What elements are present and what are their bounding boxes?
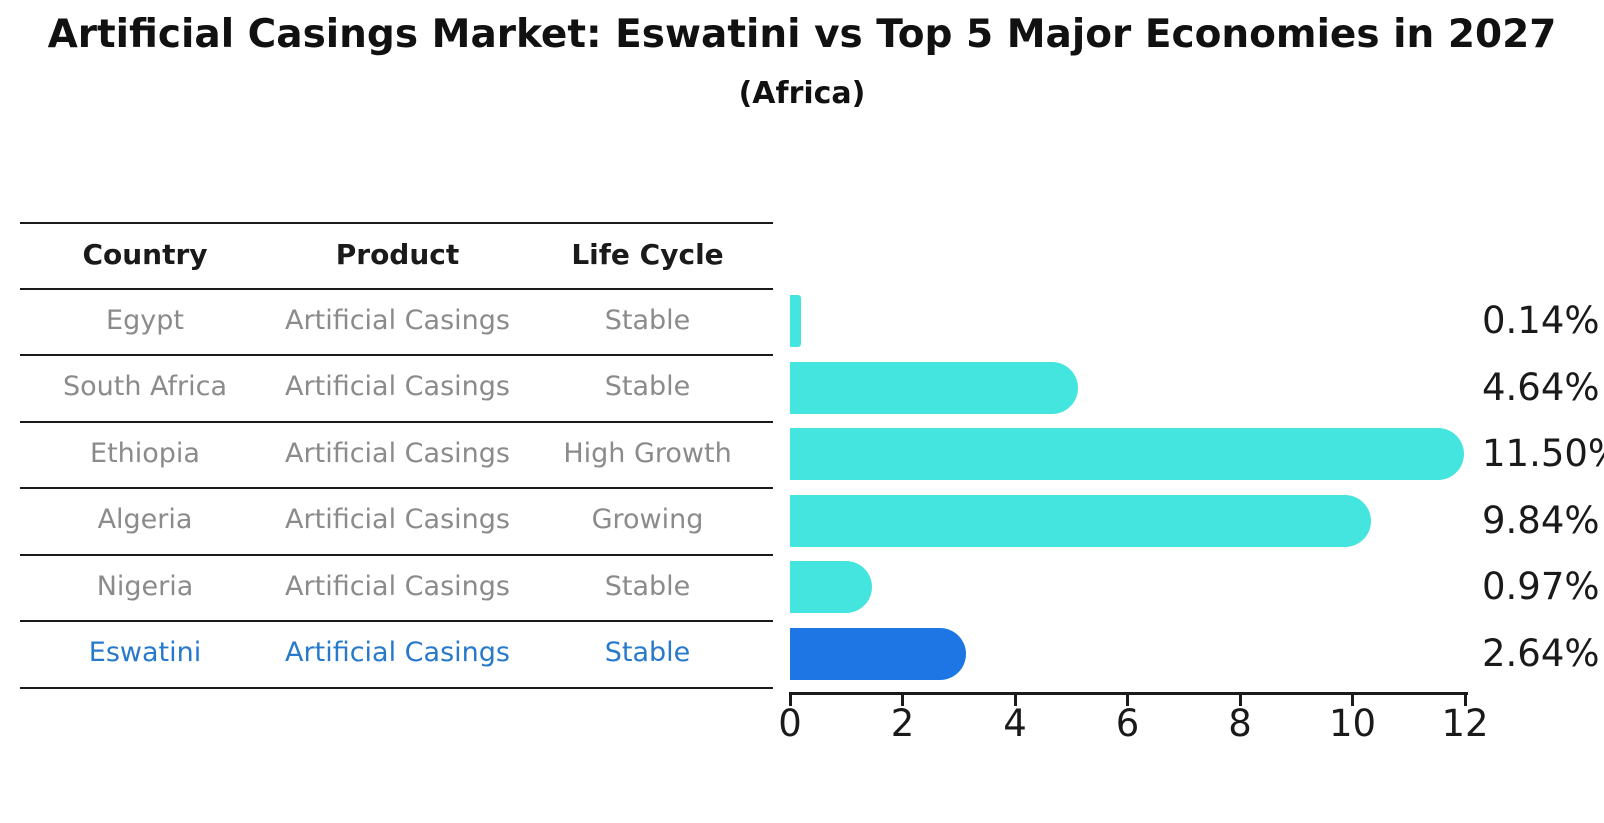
value-label: 2.64%: [1482, 631, 1600, 675]
cell-product: Artificial Casings: [285, 637, 510, 668]
x-axis-tick-label: 10: [1328, 702, 1377, 745]
value-label: 0.97%: [1482, 565, 1600, 608]
table-divider: [20, 288, 773, 290]
bar-eswatini: [790, 627, 966, 680]
cell-life-cycle: Stable: [604, 571, 691, 602]
x-axis-tick: [1351, 695, 1354, 706]
table-row-eswatini: Eswatini Artificial Casings Stable: [20, 627, 770, 679]
value-label: 9.84%: [1482, 498, 1600, 542]
x-axis-tick-label: 6: [1115, 702, 1140, 745]
table-row-south-africa: South Africa Artificial Casings Stable: [20, 361, 770, 413]
column-header-product: Product: [335, 238, 460, 271]
x-axis-tick: [1238, 695, 1242, 706]
cell-product: Artificial Casings: [285, 504, 510, 535]
x-axis-tick: [901, 695, 904, 706]
x-axis-tick-label: 12: [1441, 702, 1489, 745]
table-row-egypt: Egypt Artificial Casings Stable: [20, 295, 770, 347]
bar-ethiopia: [790, 428, 1464, 480]
cell-product: Artificial Casings: [285, 305, 510, 336]
bar-nigeria: [790, 561, 872, 613]
table-row-nigeria: Nigeria Artificial Casings Stable: [20, 561, 770, 613]
x-axis-tick-label: 0: [778, 702, 802, 745]
chart-title: Artificial Casings Market: Eswatini vs T…: [47, 12, 1557, 57]
cell-product: Artificial Casings: [285, 438, 510, 469]
table-divider: [20, 620, 773, 622]
table-divider: [20, 487, 773, 489]
chart-subtitle: (Africa): [738, 76, 866, 111]
x-axis-tick: [1463, 695, 1467, 706]
column-header-life-cycle: Life Cycle: [571, 238, 724, 271]
cell-life-cycle: Growing: [591, 504, 704, 535]
bar-egypt: [790, 295, 801, 347]
x-axis-tick-label: 2: [890, 702, 915, 745]
x-axis-tick-label: 4: [1003, 702, 1027, 745]
value-label: 0.14%: [1482, 299, 1600, 342]
x-axis-line: [789, 692, 1468, 695]
cell-life-cycle: Stable: [604, 305, 691, 336]
cell-country: Ethiopia: [90, 438, 200, 469]
column-header-country: Country: [82, 238, 208, 271]
cell-life-cycle: Stable: [604, 371, 691, 402]
table-divider: [20, 354, 773, 356]
cell-country: Eswatini: [88, 637, 202, 668]
value-label: 4.64%: [1482, 365, 1600, 409]
table-header-row: Country Product Life Cycle: [20, 229, 770, 281]
bar-south-africa: [790, 361, 1078, 414]
cell-country: Algeria: [97, 504, 193, 535]
cell-country: Egypt: [106, 305, 184, 336]
table-divider: [20, 222, 773, 224]
cell-product: Artificial Casings: [285, 571, 510, 602]
x-axis-tick-label: 8: [1228, 702, 1252, 745]
table-divider: [20, 554, 773, 556]
cell-life-cycle: Stable: [604, 637, 691, 668]
x-axis-tick: [1126, 695, 1129, 706]
bar-algeria: [790, 494, 1371, 547]
table-divider: [20, 421, 773, 423]
cell-life-cycle: High Growth: [563, 438, 732, 469]
value-label: 11.50%: [1482, 432, 1604, 475]
cell-country: Nigeria: [96, 571, 194, 602]
table-row-ethiopia: Ethiopia Artificial Casings High Growth: [20, 428, 770, 480]
x-axis-tick: [788, 695, 792, 706]
cell-country: South Africa: [62, 371, 228, 402]
table-divider: [20, 687, 773, 689]
cell-product: Artificial Casings: [285, 371, 510, 402]
x-axis-tick: [1013, 695, 1017, 706]
table-row-algeria: Algeria Artificial Casings Growing: [20, 494, 770, 546]
